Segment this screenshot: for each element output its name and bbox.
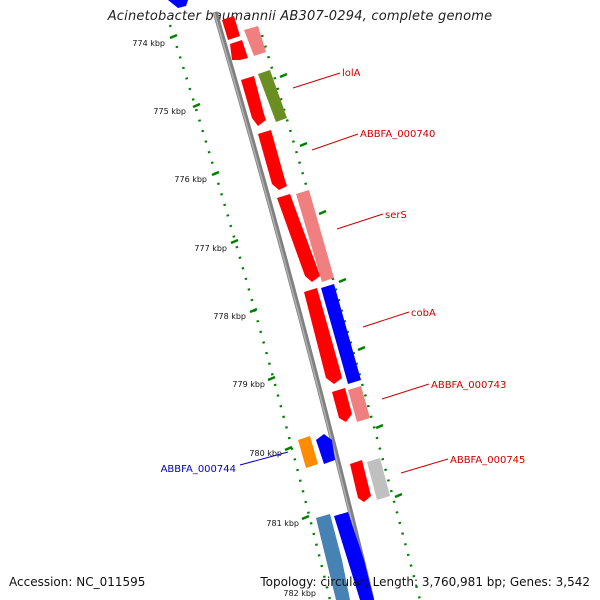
gene-label: ABBFA_000740 (360, 129, 435, 140)
genes (168, 0, 390, 600)
gene-arrow (168, 0, 188, 8)
kbp-tick-label: 776 kbp (174, 175, 207, 184)
genome-backbone-highlight (213, 11, 372, 600)
gene-arrow (332, 388, 352, 422)
kbp-tick-label: 775 kbp (153, 107, 186, 116)
gene-arrow (258, 130, 287, 190)
map-title: Acinetobacter baumannii AB307-0294, comp… (107, 9, 493, 24)
gene-arrow (304, 288, 342, 384)
topology-text: Topology: circular; Length: 3,760,981 bp… (260, 575, 590, 589)
kbp-tick-label: 782 kbp (283, 589, 316, 598)
gene-arrow (222, 16, 240, 40)
gene-arrow (298, 436, 318, 468)
inner-dotted-track (168, 24, 332, 600)
gene-arrow (258, 70, 287, 122)
gene-label: cobA (411, 308, 436, 319)
gene-label: lolA (342, 68, 361, 79)
outer-dotted-track (260, 34, 422, 600)
gene-arrow (244, 26, 266, 56)
gene-arrow (230, 40, 248, 60)
kbp-tick-label: 780 kbp (249, 449, 282, 458)
genome-backbone (212, 11, 375, 600)
kbp-labels: 774 kbp 775 kbp 776 kbp 777 kbp 778 kbp … (132, 39, 316, 598)
gene-arrow (241, 76, 266, 126)
kbp-tick-label: 779 kbp (232, 380, 265, 389)
gene-arrow (348, 386, 370, 422)
track-dotted-lines (168, 24, 422, 600)
gene-arrow (350, 460, 371, 502)
kbp-tick-marks (169, 33, 403, 521)
gene-label: serS (385, 210, 407, 221)
gene-arrow (321, 284, 361, 384)
kbp-tick-label: 777 kbp (194, 244, 227, 253)
kbp-tick-label: 778 kbp (213, 312, 246, 321)
gene-label: ABBFA_000745 (450, 455, 525, 466)
gene-arrow (316, 514, 350, 600)
accession-text: Accession: NC_011595 (9, 575, 146, 589)
gene-leader-lines (239, 72, 449, 474)
gene-arrow (277, 194, 320, 282)
gene-arrow (334, 512, 374, 600)
kbp-tick-label: 781 kbp (266, 519, 299, 528)
gene-arrow (367, 458, 390, 500)
gene-label: ABBFA_000743 (431, 380, 506, 391)
gene-arrow (296, 190, 334, 282)
gene-arrow (316, 434, 335, 464)
gene-labels: lolA ABBFA_000740 serS cobA ABBFA_000743… (161, 68, 526, 475)
kbp-tick-label: 774 kbp (132, 39, 165, 48)
gene-label: ABBFA_000744 (161, 464, 236, 475)
